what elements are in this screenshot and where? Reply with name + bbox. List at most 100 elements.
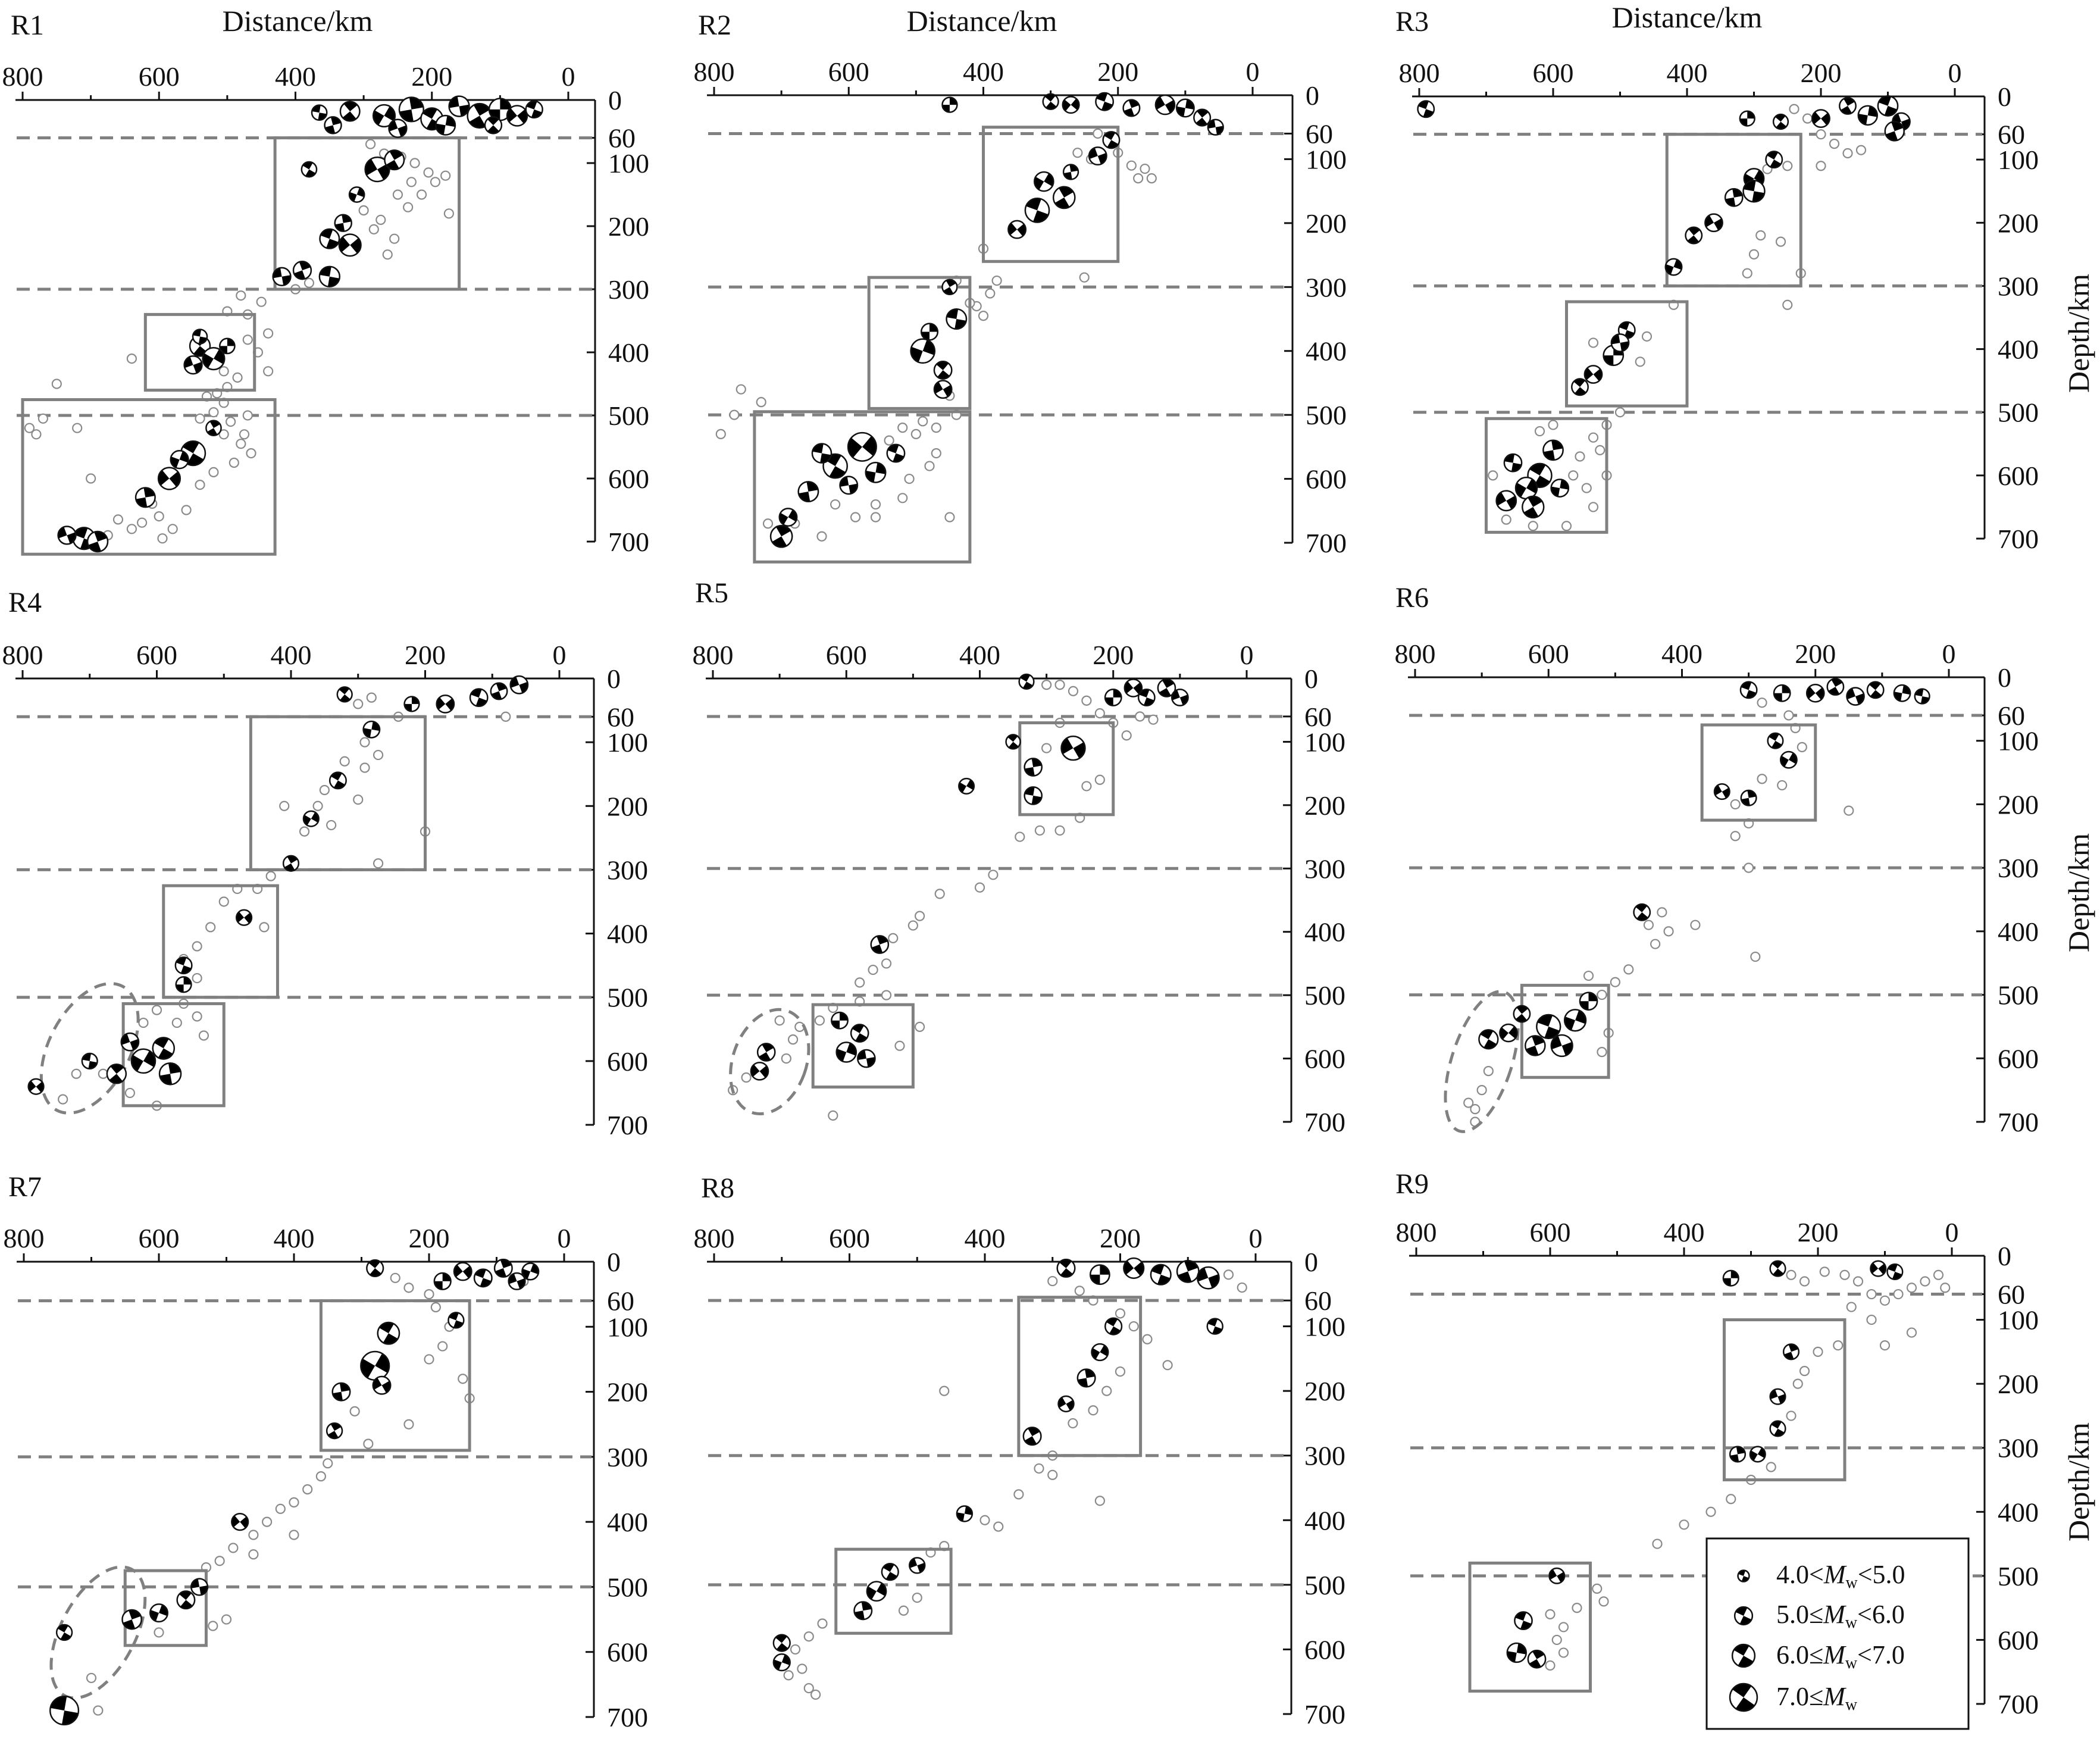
- small-event-marker: [729, 409, 740, 420]
- y-tick-label: 500: [1998, 398, 2039, 428]
- y-tick-label: 60: [1306, 118, 1333, 149]
- small-event-marker: [71, 1068, 82, 1079]
- focal-mechanism: [1579, 992, 1598, 1011]
- y-tick-label: 600: [1306, 464, 1347, 495]
- compressional-quadrant: [1738, 1656, 1754, 1667]
- x-tick-label: 600: [136, 640, 177, 670]
- panel-label: R5: [695, 577, 728, 609]
- mechanism-outline: [1685, 226, 1703, 245]
- focal-mechanism: [49, 1695, 80, 1726]
- mechanism-outline: [1633, 903, 1651, 921]
- mechanism-outline: [336, 686, 353, 703]
- focal-mechanism: [1062, 96, 1080, 114]
- y-tick-label: 60: [1304, 702, 1332, 732]
- mechanism-outline: [324, 116, 342, 135]
- mechanism-outline: [202, 347, 226, 371]
- small-event-marker: [86, 473, 96, 484]
- y-tick-label: 0: [1998, 82, 2011, 112]
- small-event-marker: [112, 514, 124, 525]
- compressional-quadrant: [365, 158, 378, 176]
- focal-mechanism: [1123, 1257, 1145, 1279]
- y-tick-label: 0: [1998, 1241, 2011, 1271]
- small-event-marker: [810, 1689, 821, 1700]
- y-tick-label: 100: [1304, 1312, 1345, 1342]
- y-tick-label: 500: [1304, 980, 1345, 1011]
- small-event-marker: [1855, 145, 1867, 155]
- compressional-quadrant: [370, 1268, 381, 1277]
- small-event-marker: [365, 139, 376, 149]
- small-event-marker: [1581, 483, 1592, 493]
- panel-label: R2: [698, 10, 731, 41]
- compressional-quadrant: [861, 1602, 872, 1611]
- compressional-quadrant: [862, 436, 877, 456]
- small-event-marker: [373, 749, 384, 761]
- focal-mechanism: [130, 1048, 157, 1074]
- compressional-quadrant: [340, 694, 350, 702]
- compressional-quadrant: [404, 703, 412, 712]
- mechanism-outline: [1857, 105, 1878, 126]
- small-event-marker: [988, 870, 999, 880]
- compressional-quadrant: [371, 721, 380, 731]
- compressional-quadrant: [954, 319, 966, 329]
- small-event-marker: [1842, 148, 1853, 159]
- compressional-quadrant: [937, 370, 950, 379]
- focal-mechanism: [366, 1259, 384, 1278]
- compressional-quadrant: [1484, 1039, 1497, 1049]
- focal-mechanism: [1846, 687, 1865, 706]
- compressional-quadrant: [342, 214, 352, 223]
- small-event-marker: [1757, 774, 1767, 784]
- focal-mechanism: [1685, 226, 1703, 245]
- focal-mechanism: [436, 694, 455, 714]
- x-tick-label: 0: [1246, 57, 1260, 87]
- small-event-marker: [1623, 964, 1634, 975]
- mechanism-outline: [174, 956, 193, 975]
- compressional-quadrant: [158, 470, 170, 486]
- compressional-quadrant: [1870, 690, 1882, 698]
- grouping-box: [1723, 1318, 1847, 1482]
- mechanism-outline: [1811, 109, 1830, 129]
- y-tick-label: 400: [607, 1507, 648, 1537]
- mechanism-outline: [822, 453, 849, 479]
- compressional-quadrant: [1603, 355, 1614, 365]
- compressional-quadrant: [1611, 334, 1620, 345]
- small-event-marker: [239, 429, 250, 440]
- legend-item-mw-5-6: 5.0≤Mw<6.0: [1733, 1600, 1905, 1632]
- small-event-marker: [894, 1040, 905, 1051]
- mechanism-outline: [484, 116, 503, 135]
- small-event-marker: [897, 423, 908, 433]
- small-event-marker: [1597, 1047, 1607, 1058]
- mechanism-outline: [1740, 789, 1757, 806]
- focal-mechanism: [1724, 187, 1744, 207]
- mechanism-outline: [847, 431, 877, 462]
- mechanism-outline: [1772, 113, 1789, 130]
- mechanism-outline: [328, 771, 347, 790]
- compressional-quadrant: [840, 1012, 848, 1021]
- focal-mechanism: [301, 161, 318, 178]
- small-event-marker: [375, 214, 386, 225]
- focal-mechanism: [447, 1312, 465, 1329]
- mechanism-outline: [1102, 131, 1121, 149]
- mechanism-outline: [1104, 688, 1122, 706]
- small-event-marker: [72, 423, 83, 433]
- compressional-quadrant: [1867, 106, 1877, 117]
- mechanism-outline: [1742, 179, 1766, 203]
- mechanism-outline: [1122, 99, 1141, 117]
- focal-mechanism: [1033, 171, 1054, 192]
- compressional-quadrant: [449, 96, 459, 108]
- compressional-quadrant: [921, 331, 929, 340]
- focal-mechanism: [1550, 478, 1570, 498]
- small-event-marker: [1650, 939, 1661, 949]
- small-event-marker: [1816, 161, 1826, 171]
- mechanism-outline: [1769, 1420, 1786, 1437]
- compressional-quadrant: [1858, 114, 1868, 125]
- compressional-quadrant: [812, 443, 824, 454]
- focal-mechanism: [205, 420, 222, 437]
- focal-mechanism: [1811, 109, 1830, 129]
- focal-mechanism: [1193, 108, 1212, 127]
- small-event-marker: [302, 1484, 313, 1495]
- mechanism-outline: [292, 261, 312, 280]
- small-event-marker: [814, 1015, 825, 1026]
- compressional-quadrant: [1176, 106, 1185, 117]
